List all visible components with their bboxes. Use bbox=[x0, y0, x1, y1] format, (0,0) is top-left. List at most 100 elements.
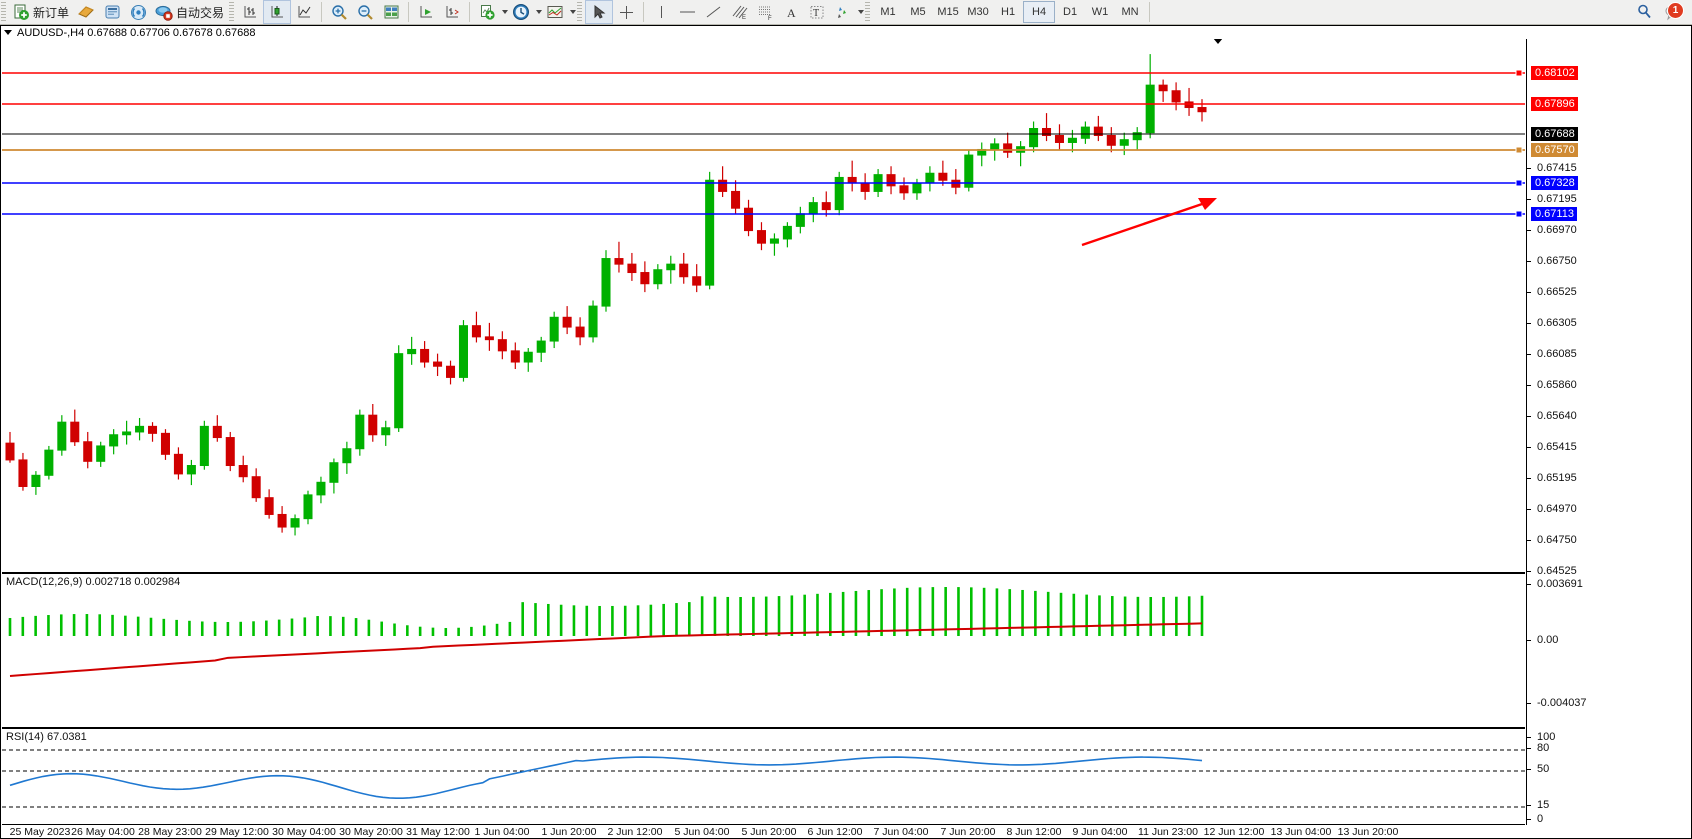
price-tick-label: 0.66970 bbox=[1537, 224, 1577, 236]
candle-body bbox=[679, 263, 689, 278]
vertical-line-button[interactable] bbox=[648, 1, 674, 23]
zoom-in-button[interactable] bbox=[326, 1, 352, 23]
bar-chart-button[interactable] bbox=[237, 1, 263, 23]
price-tag-order-level[interactable]: 0.67570 bbox=[1531, 143, 1578, 157]
time-tick-label: 28 May 23:00 bbox=[138, 826, 202, 838]
candle-body bbox=[109, 434, 119, 447]
period-dropdown-caret[interactable] bbox=[536, 10, 543, 14]
search-icon[interactable] bbox=[1636, 3, 1654, 21]
auto-scroll-button[interactable] bbox=[413, 1, 439, 23]
indicators-button[interactable] bbox=[474, 1, 500, 23]
price-tick-mark bbox=[1527, 354, 1531, 355]
time-tick-label: 29 May 12:00 bbox=[205, 826, 269, 838]
time-tick-label: 8 Jun 12:00 bbox=[1006, 826, 1062, 838]
price-axis[interactable]: 0.67415 0.67195 0.66970 0.66750 0.66525 0.663… bbox=[1526, 39, 1691, 825]
candle-body bbox=[160, 432, 170, 455]
time-tick-label: 30 May 20:00 bbox=[339, 826, 403, 838]
time-tick-label: 2 Jun 12:00 bbox=[607, 826, 663, 838]
price-tag-support-upper[interactable]: 0.67328 bbox=[1531, 176, 1578, 190]
profile-icon bbox=[77, 4, 95, 20]
candle-body bbox=[808, 202, 818, 215]
rsi-tick-label: 15 bbox=[1537, 799, 1550, 811]
candle-body bbox=[394, 353, 404, 429]
rsi-pane[interactable]: RSI(14) 67.0381 bbox=[2, 727, 1525, 824]
templates-button[interactable] bbox=[542, 1, 568, 23]
new-order-button[interactable]: 新订单 bbox=[9, 1, 73, 23]
toolbar-grip-3[interactable] bbox=[577, 2, 583, 22]
text-label-button[interactable]: T bbox=[804, 1, 830, 23]
timeframe-h1[interactable]: H1 bbox=[1001, 6, 1016, 18]
time-tick-label: 5 Jun 20:00 bbox=[741, 826, 797, 838]
toolbar-grip-2[interactable] bbox=[229, 2, 235, 22]
text-button[interactable]: A bbox=[778, 1, 804, 23]
objects-icon bbox=[834, 4, 852, 20]
price-tick-mark bbox=[1527, 323, 1531, 324]
price-plot[interactable] bbox=[2, 39, 1525, 569]
chart-collapse-icon[interactable] bbox=[4, 30, 12, 35]
navigator-button[interactable] bbox=[125, 1, 151, 23]
rsi-tick-mark bbox=[1527, 805, 1531, 806]
timeframe-w1[interactable]: W1 bbox=[1091, 6, 1109, 18]
timeframe-m5[interactable]: M5 bbox=[910, 6, 926, 18]
timeframe-m1[interactable]: M1 bbox=[880, 6, 896, 18]
data-window-button[interactable] bbox=[378, 1, 404, 23]
price-tag-resistance-upper[interactable]: 0.68102 bbox=[1531, 66, 1578, 80]
line-chart-button[interactable] bbox=[291, 1, 317, 23]
templates-dropdown-caret[interactable] bbox=[570, 10, 577, 14]
zoom-out-icon bbox=[357, 4, 374, 21]
red-up-arrow-annotation[interactable] bbox=[1081, 198, 1217, 247]
resistance-upper-anchor bbox=[1515, 69, 1523, 77]
toolbar-grip[interactable] bbox=[1, 2, 6, 22]
chart-shift-button[interactable] bbox=[439, 1, 465, 23]
price-tag-support-lower[interactable]: 0.67113 bbox=[1531, 207, 1577, 221]
timeframe-d1[interactable]: D1 bbox=[1063, 6, 1078, 18]
price-tick-mark bbox=[1527, 261, 1531, 262]
rsi-tick-label: 100 bbox=[1537, 731, 1556, 743]
price-tick-label: 0.66525 bbox=[1537, 286, 1577, 298]
candlestick-icon bbox=[269, 4, 286, 20]
price-tag-resistance-lower[interactable]: 0.67896 bbox=[1531, 97, 1578, 111]
fibonacci-button[interactable]: F bbox=[752, 1, 778, 23]
alerts-button[interactable]: 1 bbox=[1664, 2, 1686, 21]
horizontal-line-button[interactable] bbox=[674, 1, 700, 23]
cursor-button[interactable] bbox=[585, 0, 614, 24]
time-tick-label: 6 Jun 12:00 bbox=[807, 826, 863, 838]
candlestick-chart-button[interactable] bbox=[263, 0, 292, 24]
price-tag-bid-price[interactable]: 0.67688 bbox=[1531, 127, 1578, 141]
trendline-button[interactable] bbox=[700, 1, 726, 23]
toolbar-grip-4[interactable] bbox=[865, 2, 871, 22]
profile-button[interactable] bbox=[73, 1, 99, 23]
timeframe-m15[interactable]: M15 bbox=[937, 6, 959, 18]
candle-body bbox=[782, 225, 792, 240]
candle-body bbox=[964, 154, 974, 188]
autotrading-button[interactable]: 自动交易 bbox=[151, 1, 228, 23]
timeframe-m30[interactable]: M30 bbox=[967, 6, 989, 18]
objects-button[interactable] bbox=[830, 1, 856, 23]
indicators-dropdown-caret[interactable] bbox=[502, 10, 509, 14]
price-tick-label: 0.65640 bbox=[1537, 410, 1577, 422]
candle-body bbox=[458, 325, 468, 378]
period-button[interactable] bbox=[508, 1, 534, 23]
candle-body bbox=[562, 316, 572, 328]
price-tick-label: 0.66750 bbox=[1537, 255, 1577, 267]
timeframe-mn[interactable]: MN bbox=[1121, 6, 1139, 18]
equidistant-channel-button[interactable]: E bbox=[726, 1, 752, 23]
rsi-label: RSI(14) 67.0381 bbox=[6, 731, 87, 743]
crosshair-button[interactable] bbox=[613, 1, 639, 23]
rsi-line bbox=[9, 756, 1203, 799]
candle-body bbox=[601, 258, 611, 307]
toolbar-separator-2 bbox=[408, 2, 410, 22]
time-tick-label: 25 May 2023 bbox=[9, 826, 71, 838]
macd-tick-mark bbox=[1527, 703, 1531, 704]
objects-dropdown-caret[interactable] bbox=[858, 10, 865, 14]
timeframe-h4[interactable]: H4 bbox=[1023, 1, 1056, 23]
price-tick-label: 0.65860 bbox=[1537, 379, 1577, 391]
candle-body bbox=[692, 276, 702, 286]
market-watch-button[interactable] bbox=[99, 1, 125, 23]
time-tick-label: 31 May 12:00 bbox=[406, 826, 470, 838]
candle-body bbox=[407, 348, 417, 355]
zoom-out-button[interactable] bbox=[352, 1, 378, 23]
time-tick-label: 13 Jun 20:00 bbox=[1337, 826, 1399, 838]
candle-body bbox=[148, 425, 158, 434]
macd-pane[interactable]: MACD(12,26,9) 0.002718 0.002984 bbox=[2, 572, 1525, 727]
